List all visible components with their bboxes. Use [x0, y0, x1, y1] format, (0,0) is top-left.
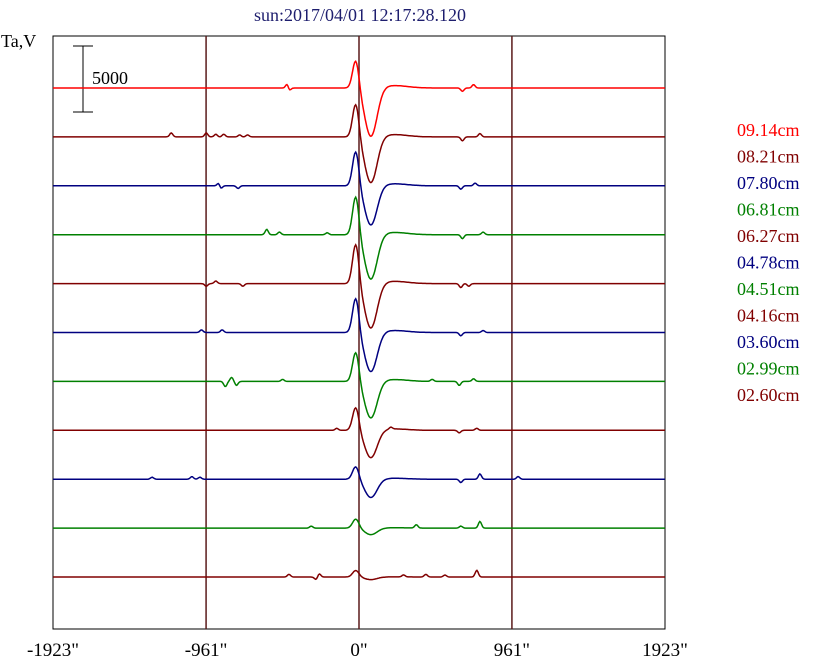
trace-04.51cm: [53, 351, 665, 419]
trace-06.27cm: [53, 243, 665, 329]
trace-06.81cm: [53, 195, 665, 280]
x-ticks: -1923" -961" 0" 961" 1923": [27, 640, 688, 661]
legend-item: 02.60cm: [737, 385, 800, 405]
scale-bar: 5000: [73, 45, 128, 113]
traces: [53, 60, 665, 581]
legend-item: 09.14cm: [737, 120, 800, 140]
trace-08.21cm: [53, 103, 665, 184]
y-axis-label: Ta,V: [1, 31, 36, 51]
legend-item: 06.27cm: [737, 226, 800, 246]
trace-02.60cm: [53, 569, 665, 581]
legend-item: 06.81cm: [737, 200, 800, 220]
legend-item: 08.21cm: [737, 147, 800, 167]
legend-item: 04.16cm: [737, 306, 800, 326]
x-tick-label: 0": [350, 640, 367, 661]
x-tick-label: -1923": [27, 640, 79, 661]
trace-09.14cm: [53, 60, 665, 138]
legend: 09.14cm 08.21cm 07.80cm 06.81cm 06.27cm 04.78…: [737, 120, 800, 405]
x-tick-label: 1923": [642, 640, 688, 661]
legend-item: 04.51cm: [737, 279, 800, 299]
scale-bar-label: 5000: [92, 68, 128, 88]
x-tick-label: 961": [494, 640, 530, 661]
legend-item: 07.80cm: [737, 173, 800, 193]
trace-07.80cm: [53, 150, 665, 226]
x-tick-label: -961": [185, 640, 228, 661]
trace-02.99cm: [53, 518, 665, 536]
legend-item: 03.60cm: [737, 332, 800, 352]
chart-title: sun:2017/04/01 12:17:28.120: [254, 5, 466, 25]
trace-03.60cm: [53, 466, 665, 499]
legend-item: 04.78cm: [737, 253, 800, 273]
trace-04.16cm: [53, 406, 665, 459]
trace-04.78cm: [53, 297, 665, 373]
legend-item: 02.99cm: [737, 359, 800, 379]
